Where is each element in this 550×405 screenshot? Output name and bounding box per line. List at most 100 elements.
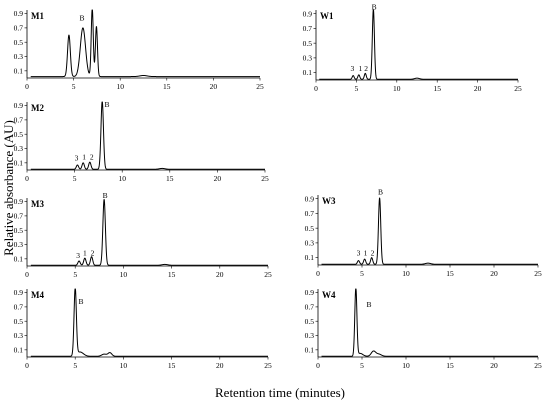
x-tick-label: 0 [314, 84, 318, 93]
y-tick-label: 0.1 [14, 66, 24, 75]
x-tick-label: 5 [355, 84, 359, 93]
y-tick-label: 0.3 [305, 331, 315, 340]
x-tick-label: 25 [534, 361, 542, 370]
peak-label: B [78, 297, 83, 306]
panel-w4: 0.1 0.3 0.5 0.7 0.9 0 5 10 15 20 25 B W4 [305, 288, 542, 370]
x-tick-label: 15 [168, 361, 176, 370]
trace-w4 [321, 288, 539, 357]
x-tick-label: 20 [214, 174, 222, 183]
x-tick-label: 0 [316, 269, 320, 278]
y-tick-label: 0.3 [303, 53, 313, 62]
x-axis-title: Retention time (minutes) [215, 385, 345, 400]
x-tick-label: 25 [256, 82, 264, 91]
x-tick-label: 5 [73, 270, 77, 279]
y-tick-label: 0.7 [14, 211, 24, 220]
x-tick-label: 15 [166, 174, 174, 183]
y-tick-label: 0.1 [305, 253, 315, 262]
x-tick-label: 10 [393, 84, 401, 93]
y-tick-label: 0.9 [14, 9, 24, 18]
y-tick-label: 0.5 [14, 130, 24, 139]
x-tick-label: 5 [72, 82, 76, 91]
y-tick-label: 0.3 [14, 331, 24, 340]
panel-w1: 0.1 0.3 0.5 0.7 0.9 0 5 10 15 20 25 3 1 2 B W1 [303, 2, 522, 93]
peak-label: 2 [91, 248, 95, 257]
x-tick-label: 0 [25, 270, 29, 279]
x-tick-label: 10 [118, 174, 126, 183]
y-tick-label: 0.9 [14, 288, 24, 297]
x-tick-label: 25 [261, 174, 269, 183]
x-tick-label: 15 [163, 82, 171, 91]
peak-label: 3 [76, 251, 80, 260]
y-tick-label: 0.7 [14, 302, 24, 311]
x-tick-label: 20 [490, 361, 498, 370]
x-tick-label: 10 [402, 361, 410, 370]
peak-label: 1 [83, 248, 87, 257]
trace-m3 [30, 198, 269, 266]
x-tick-label: 5 [360, 361, 364, 370]
y-tick-label: 0.5 [14, 317, 24, 326]
x-tick-label: 10 [116, 82, 124, 91]
peak-label: B [79, 14, 84, 23]
x-tick-label: 15 [433, 84, 441, 93]
y-tick-label: 0.1 [14, 254, 24, 263]
x-tick-label: 20 [216, 361, 224, 370]
trace-w3 [321, 197, 539, 265]
peak-label: B [367, 300, 372, 309]
y-tick-label: 0.5 [305, 317, 315, 326]
y-tick-label: 0.1 [303, 68, 313, 77]
trace-m4 [30, 288, 269, 357]
panel-m2: 0.1 0.3 0.5 0.7 0.9 0 5 10 15 20 25 3 1 2 B M2 [14, 100, 269, 183]
x-tick-label: 20 [210, 82, 218, 91]
peak-label: B [378, 187, 383, 196]
panel-label-w1: W1 [320, 11, 334, 21]
panel-m3: 0.1 0.3 0.5 0.7 0.9 0 5 10 15 20 25 3 1 2 B M3 [14, 191, 272, 279]
x-tick-label: 10 [402, 269, 410, 278]
x-tick-label: 10 [120, 270, 128, 279]
panels: 0.10.30.50.70.90 5 10 15 20 25BM10.10.30.50.7… [14, 2, 542, 370]
x-tick-label: 0 [25, 174, 29, 183]
panel-label-m2: M2 [31, 103, 44, 113]
y-tick-label: 0.7 [303, 24, 313, 33]
trace-w1 [318, 9, 519, 80]
y-tick-label: 0.5 [305, 224, 315, 233]
panel-label-w4: W4 [322, 290, 336, 300]
y-tick-label: 0.1 [14, 345, 24, 354]
peak-label: 1 [359, 64, 363, 73]
x-tick-label: 5 [73, 361, 77, 370]
x-tick-label: 15 [168, 270, 176, 279]
peak-label: 2 [371, 248, 375, 257]
y-tick-label: 0.3 [14, 240, 24, 249]
y-tick-label: 0.1 [14, 158, 24, 167]
x-tick-label: 25 [514, 84, 522, 93]
peak-label: 3 [357, 248, 361, 257]
y-tick-label: 0.9 [303, 9, 313, 18]
y-tick-label: 0.5 [14, 226, 24, 235]
x-tick-label: 20 [474, 84, 482, 93]
panel-m4: 0.1 0.3 0.5 0.7 0.9 0 5 10 15 20 25 B M4 [14, 288, 272, 370]
x-tick-label: 25 [264, 361, 272, 370]
panel-m1: 0.1 0.3 0.5 0.7 0.9 0 5 10 15 20 25 B M1 [14, 9, 264, 91]
peak-label: 3 [75, 154, 79, 163]
peak-label: B [103, 191, 108, 200]
x-tick-label: 15 [446, 361, 454, 370]
y-tick-label: 0.7 [14, 115, 24, 124]
x-tick-label: 20 [490, 269, 498, 278]
y-tick-label: 0.9 [305, 288, 315, 297]
x-tick-label: 25 [534, 269, 542, 278]
x-tick-label: 0 [316, 361, 320, 370]
x-tick-label: 25 [264, 270, 272, 279]
x-tick-label: 0 [25, 82, 29, 91]
y-tick-label: 0.9 [14, 101, 24, 110]
y-tick-label: 0.7 [305, 302, 315, 311]
y-tick-label: 0.9 [305, 194, 315, 203]
peak-label: 2 [90, 152, 94, 161]
y-tick-label: 0.7 [305, 209, 315, 218]
peak-label: B [372, 2, 377, 11]
y-tick-label: 0.3 [14, 52, 24, 61]
peak-label: 3 [350, 64, 354, 73]
x-tick-label: 15 [446, 269, 454, 278]
peak-label: B [104, 100, 109, 109]
trace-m2 [30, 101, 266, 170]
y-tick-label: 0.5 [14, 38, 24, 47]
